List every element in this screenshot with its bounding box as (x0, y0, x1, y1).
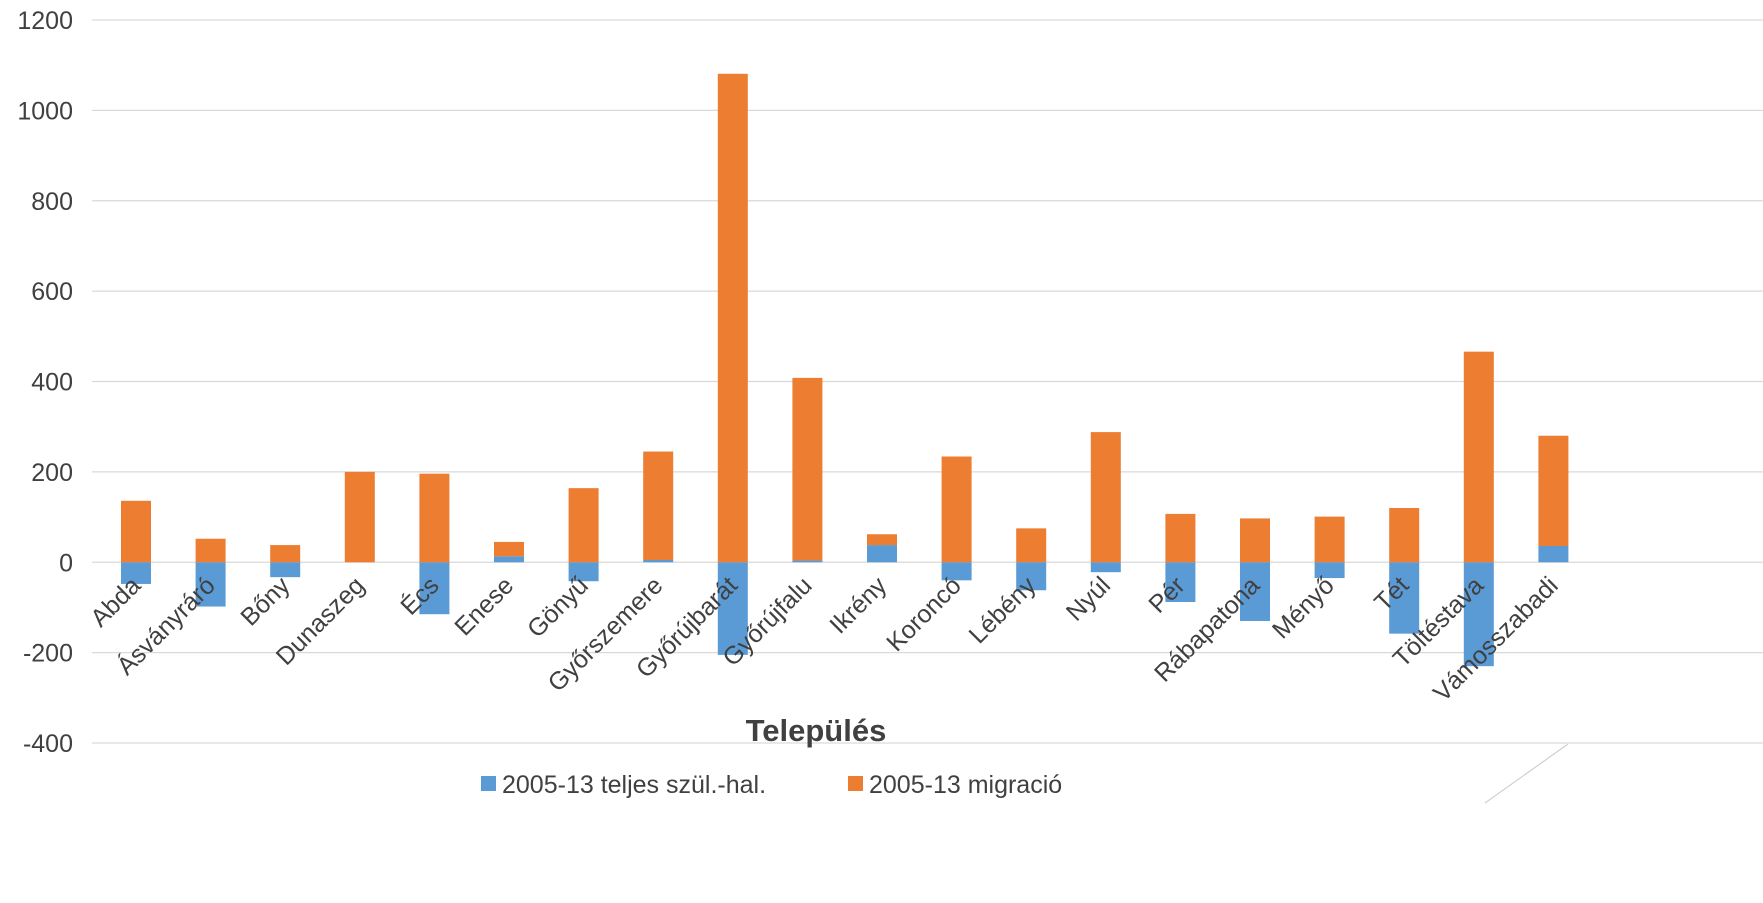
bar-natural-change (1240, 562, 1270, 621)
bar-natural-change (1090, 562, 1121, 573)
bar-natural-change (1314, 562, 1345, 579)
x-tick-label: Ikrény (824, 571, 892, 639)
bar-migration (643, 451, 674, 560)
y-tick-label: 0 (59, 549, 73, 577)
bar-migration (1389, 508, 1420, 563)
legend-swatch-migration (848, 776, 863, 791)
bar-migration (1240, 518, 1270, 563)
x-tick-label: Enese (449, 571, 519, 641)
bar-natural-change (1538, 545, 1569, 563)
bar-migration (195, 538, 226, 563)
y-tick-label: 200 (31, 459, 73, 487)
x-tick-label: Koroncó (881, 571, 967, 657)
y-tick-label: -400 (23, 730, 73, 758)
bar-natural-change (494, 556, 524, 563)
bar-natural-change (643, 559, 674, 563)
bar-natural-change (1389, 562, 1420, 634)
bar-natural-change (792, 560, 823, 563)
x-tick-label: Ményő (1267, 571, 1340, 644)
bar-series (121, 73, 1569, 667)
y-tick-label: 1000 (17, 97, 73, 125)
x-axis-title: Település (746, 713, 887, 748)
bar-migration (1463, 351, 1494, 563)
y-tick-label: -200 (23, 640, 73, 668)
y-tick-label: 600 (31, 278, 73, 306)
bar-natural-change (941, 562, 972, 581)
bar-natural-change (270, 562, 301, 578)
y-tick-label: 800 (31, 188, 73, 216)
bar-migration (270, 545, 301, 563)
bar-migration (792, 377, 823, 561)
bar-natural-change (1165, 562, 1196, 603)
y-tick-label: 1200 (17, 7, 73, 35)
legend-label-migration: 2005-13 migració (869, 771, 1062, 799)
bar-natural-change (568, 562, 599, 582)
bar-natural-change (121, 562, 151, 584)
bar-migration (1016, 528, 1047, 563)
bar-natural-change (717, 562, 748, 655)
bar-migration (1538, 435, 1569, 546)
bar-migration (717, 73, 748, 563)
legend-label-natural-change: 2005-13 teljes szül.-hal. (502, 771, 766, 799)
legend-swatch-natural-change (481, 776, 496, 791)
bar-migration (494, 541, 524, 557)
bar-migration (941, 456, 972, 563)
bar-natural-change (419, 562, 450, 615)
x-tick-label: Bőny (235, 571, 295, 631)
bar-natural-change (1463, 562, 1494, 667)
bar-migration (419, 473, 450, 563)
bar-migration (1090, 432, 1121, 563)
decorative-corner-line (1484, 743, 1569, 804)
bar-migration (568, 488, 599, 563)
x-tick-label: Nyúl (1061, 571, 1116, 626)
bar-natural-change (195, 562, 226, 607)
bar-migration (1314, 516, 1345, 563)
bar-migration (344, 471, 375, 563)
x-tick-label: Lébény (964, 571, 1042, 649)
y-tick-label: 400 (31, 369, 73, 397)
bar-migration (121, 500, 151, 563)
bar-natural-change (867, 545, 897, 563)
bar-migration (867, 534, 897, 546)
y-axis-tick-labels: 1200 1000 800 600 400 200 0 -200 -400 (17, 7, 73, 758)
x-tick-label: Gönyű (522, 571, 594, 643)
bar-migration (1165, 513, 1196, 563)
legend: 2005-13 teljes szül.-hal. 2005-13 migrac… (481, 771, 1062, 799)
bar-natural-change (1016, 562, 1047, 591)
